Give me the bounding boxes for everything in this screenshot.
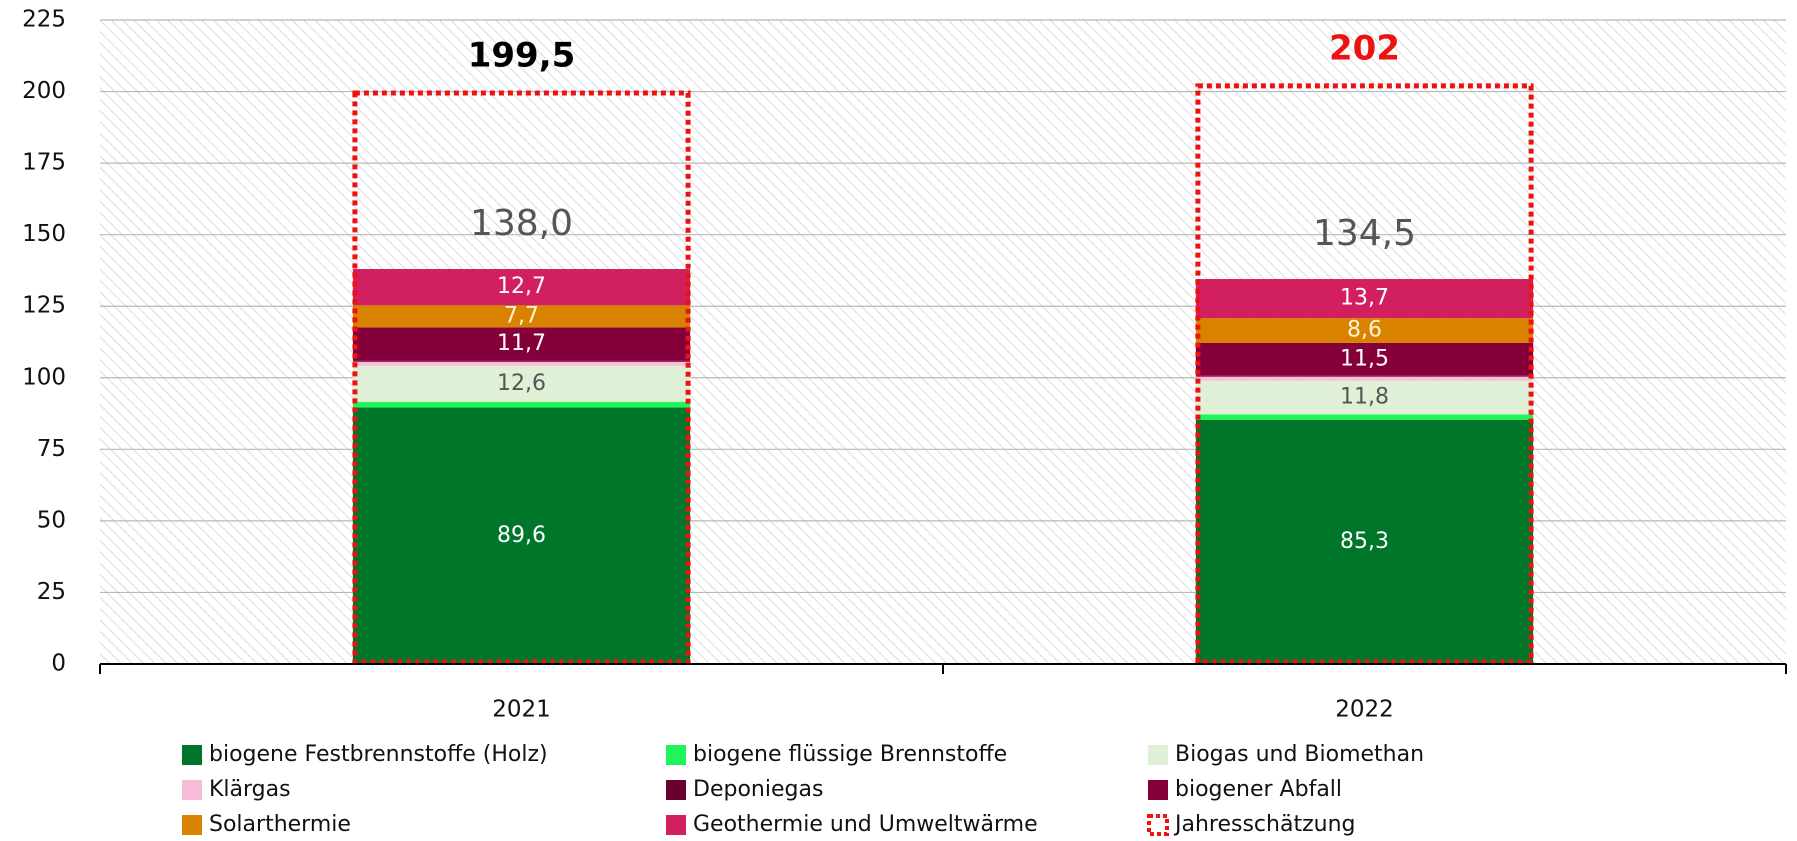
bar-segment [1195, 414, 1534, 420]
y-tick-label: 25 [37, 579, 66, 605]
data-label: 12,6 [497, 371, 546, 396]
bar-segment [352, 365, 691, 402]
bar-segment [352, 327, 691, 361]
legend-label: biogene Festbrennstoffe (Holz) [209, 742, 548, 767]
legend-swatch [1148, 780, 1168, 800]
legend-label: Solarthermie [209, 812, 351, 837]
y-tick-label: 100 [22, 364, 66, 390]
data-label: 7,7 [504, 303, 539, 328]
data-label: 13,7 [1340, 286, 1389, 311]
bar-segment [352, 361, 691, 366]
data-label: 85,3 [1340, 529, 1389, 554]
legend-label: Jahresschätzung [1173, 812, 1355, 837]
estimate-label: 202 [1329, 28, 1400, 68]
total-label: 134,5 [1313, 213, 1416, 254]
legend-swatch [182, 780, 202, 800]
y-tick-label: 150 [22, 221, 66, 247]
legend-label: Deponiegas [693, 777, 823, 802]
legend-label: Geothermie und Umweltwärme [693, 812, 1038, 837]
bar-segment [352, 269, 691, 306]
legend-label: Biogas und Biomethan [1175, 742, 1424, 767]
x-tick-label: 2022 [1335, 697, 1394, 723]
total-label: 138,0 [470, 203, 573, 244]
legend-swatch [666, 745, 686, 765]
data-label: 89,6 [497, 523, 546, 548]
legend-swatch [182, 815, 202, 835]
y-tick-label: 175 [22, 150, 66, 176]
estimate-label: 199,5 [468, 35, 576, 75]
estimate-box [352, 90, 691, 665]
bar-segment [1195, 318, 1534, 343]
data-label: 12,7 [497, 274, 546, 299]
legend-swatch [666, 780, 686, 800]
estimate-box [1195, 83, 1534, 665]
legend-swatch [1147, 814, 1169, 836]
plot: 0 25 50 75 100 125 150 175 200 225 89,6 12,6 11,7 7,7… [22, 7, 1787, 837]
data-label: 8,6 [1347, 318, 1382, 343]
y-tick-label: 200 [22, 78, 66, 104]
y-tick-label: 225 [22, 7, 66, 33]
bar-segment [1195, 342, 1534, 376]
legend-label: biogene flüssige Brennstoffe [693, 742, 1007, 767]
bar-segment [1195, 380, 1534, 415]
bar-segment [352, 360, 691, 362]
data-label: 11,8 [1340, 385, 1389, 410]
y-tick-label: 0 [51, 651, 66, 677]
y-tick-label: 125 [22, 293, 66, 319]
legend-label: Klärgas [209, 777, 291, 802]
bar-segment [352, 401, 691, 408]
legend-label: biogener Abfall [1175, 777, 1342, 802]
legend-swatch [1148, 745, 1168, 765]
bar-segment [352, 305, 691, 328]
bar-segment [1195, 375, 1534, 377]
data-label: 11,5 [1340, 346, 1389, 371]
legend-swatch [182, 745, 202, 765]
bar-segment [1195, 419, 1534, 664]
y-tick-label: 75 [37, 436, 66, 462]
bar-segment [1195, 376, 1534, 381]
legend-swatch [666, 815, 686, 835]
bar-segment [352, 407, 691, 664]
y-tick-label: 50 [37, 507, 66, 533]
x-tick-label: 2021 [492, 697, 551, 723]
data-label: 11,7 [497, 331, 546, 356]
bar-segment [1195, 279, 1534, 319]
